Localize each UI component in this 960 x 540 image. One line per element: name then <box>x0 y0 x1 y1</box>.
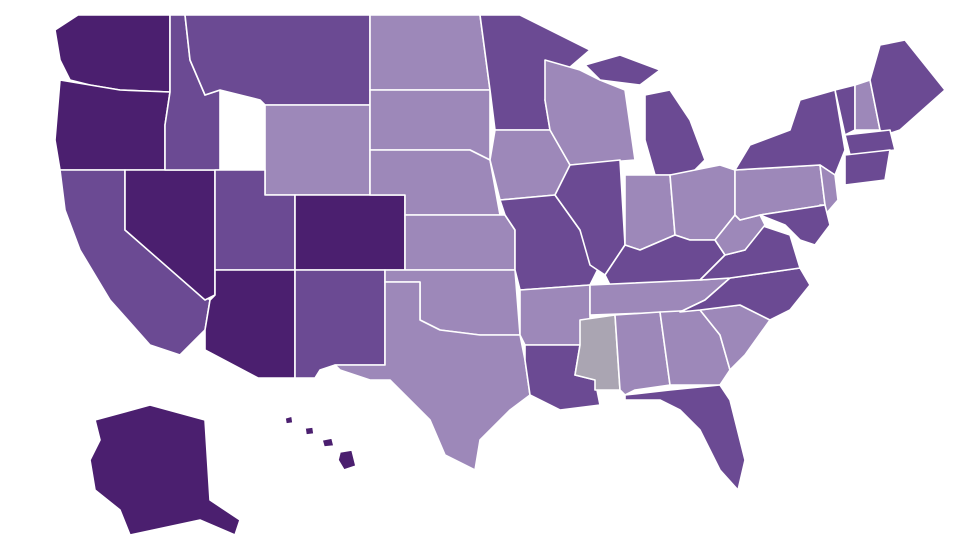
state-mi[interactable] <box>584 54 706 176</box>
state-or[interactable] <box>54 79 171 171</box>
state-md[interactable] <box>759 204 831 246</box>
state-wi[interactable] <box>544 59 636 166</box>
state-shape[interactable] <box>284 415 294 425</box>
state-shape[interactable] <box>844 129 896 156</box>
state-shape[interactable] <box>624 384 746 491</box>
state-shape[interactable] <box>584 54 661 86</box>
state-shape[interactable] <box>337 449 357 471</box>
state-shape[interactable] <box>321 437 335 448</box>
state-nm[interactable] <box>294 269 386 379</box>
state-wa[interactable] <box>54 14 171 93</box>
state-shape[interactable] <box>54 14 171 93</box>
state-shape[interactable] <box>184 14 371 106</box>
state-hi[interactable] <box>284 415 357 471</box>
state-shape[interactable] <box>54 79 171 171</box>
state-shape[interactable] <box>844 149 891 186</box>
state-shape[interactable] <box>304 426 315 436</box>
state-shape[interactable] <box>204 269 296 379</box>
state-shape[interactable] <box>869 39 946 136</box>
state-nd[interactable] <box>369 14 491 91</box>
state-shape[interactable] <box>89 404 241 536</box>
state-ct[interactable] <box>844 149 891 186</box>
state-shape[interactable] <box>644 89 706 176</box>
state-ks[interactable] <box>404 214 516 271</box>
state-az[interactable] <box>204 269 296 379</box>
state-ak[interactable] <box>89 404 241 536</box>
state-il[interactable] <box>554 159 626 276</box>
state-tx[interactable] <box>334 281 531 471</box>
state-shape[interactable] <box>404 214 516 271</box>
state-shape[interactable] <box>294 194 406 271</box>
state-shape[interactable] <box>734 89 846 176</box>
state-shape[interactable] <box>369 14 491 91</box>
state-ma[interactable] <box>844 129 896 156</box>
state-shape[interactable] <box>334 281 531 471</box>
state-me[interactable] <box>869 39 946 136</box>
state-shape[interactable] <box>264 104 371 196</box>
state-shape[interactable] <box>294 269 386 379</box>
state-mt[interactable] <box>184 14 371 106</box>
state-shape[interactable] <box>544 59 636 166</box>
state-shape[interactable] <box>554 159 626 276</box>
state-ny[interactable] <box>734 89 846 176</box>
state-co[interactable] <box>294 194 406 271</box>
state-fl[interactable] <box>624 384 746 491</box>
state-wy[interactable] <box>264 104 371 196</box>
state-shape[interactable] <box>759 204 831 246</box>
